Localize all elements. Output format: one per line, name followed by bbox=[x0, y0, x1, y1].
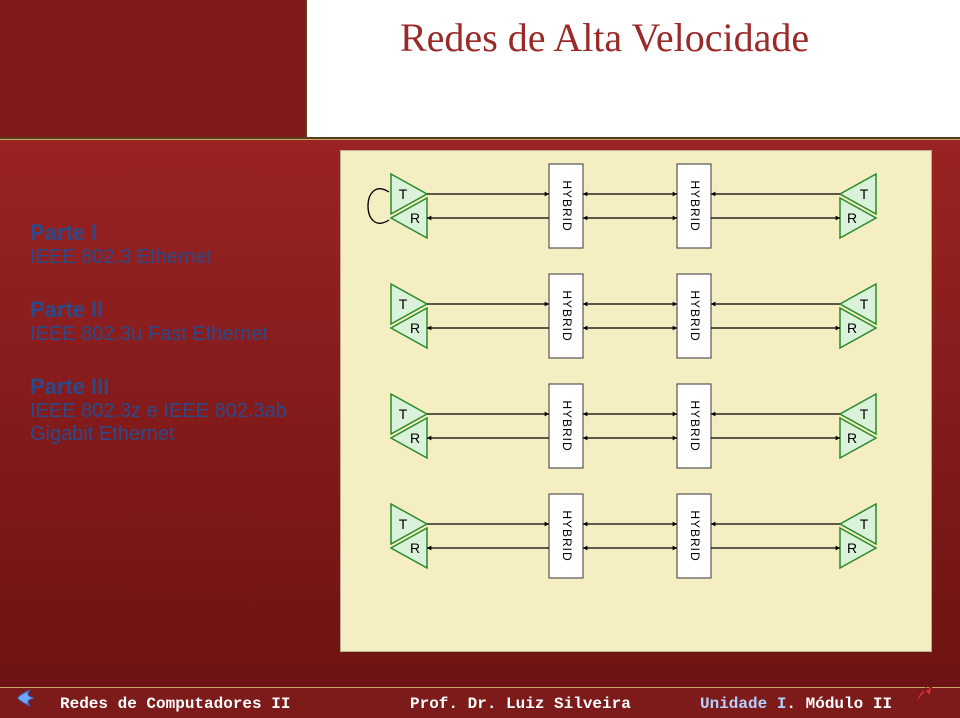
svg-text:HYBRID: HYBRID bbox=[688, 400, 702, 451]
svg-text:R: R bbox=[847, 320, 857, 336]
svg-text:HYBRID: HYBRID bbox=[688, 510, 702, 561]
part-heading: Parte III bbox=[30, 374, 310, 400]
svg-text:R: R bbox=[410, 320, 420, 336]
part-subtitle: IEEE 802.3z e IEEE 802.3ab Gigabit Ether… bbox=[30, 400, 310, 446]
part-subtitle: IEEE 802.3 Ethernet bbox=[30, 246, 310, 269]
part-subtitle: IEEE 802.3u Fast Ethernet bbox=[30, 323, 310, 346]
svg-text:R: R bbox=[847, 540, 857, 556]
svg-text:HYBRID: HYBRID bbox=[560, 290, 574, 341]
svg-text:T: T bbox=[860, 296, 869, 312]
parts-list: Parte I IEEE 802.3 Ethernet Parte II IEE… bbox=[30, 220, 310, 474]
svg-text:R: R bbox=[410, 210, 420, 226]
svg-text:T: T bbox=[860, 186, 869, 202]
hybrid-diagram: TRTRHYBRIDHYBRIDTRTRHYBRIDHYBRIDTRTRHYBR… bbox=[340, 150, 932, 652]
diagram-svg: TRTRHYBRIDHYBRIDTRTRHYBRIDHYBRIDTRTRHYBR… bbox=[341, 151, 931, 651]
svg-text:HYBRID: HYBRID bbox=[560, 510, 574, 561]
svg-text:R: R bbox=[410, 540, 420, 556]
slide: Redes de Alta Velocidade Parte I IEEE 80… bbox=[0, 0, 960, 718]
part-heading: Parte I bbox=[30, 220, 310, 246]
footer-right-module: . Módulo II bbox=[786, 695, 892, 713]
header-left-block bbox=[0, 0, 307, 139]
svg-text:T: T bbox=[860, 406, 869, 422]
part-heading: Parte II bbox=[30, 297, 310, 323]
footer-right-unit: Unidade I bbox=[700, 695, 786, 713]
footer-left: Redes de Computadores II bbox=[60, 695, 290, 713]
svg-text:T: T bbox=[399, 406, 408, 422]
back-arrow-icon bbox=[12, 686, 40, 715]
footer-right: Unidade I. Módulo II bbox=[700, 695, 892, 713]
svg-text:T: T bbox=[399, 516, 408, 532]
svg-text:R: R bbox=[847, 430, 857, 446]
forward-arrow-icon bbox=[910, 682, 938, 715]
svg-text:HYBRID: HYBRID bbox=[560, 400, 574, 451]
header-underline bbox=[0, 139, 960, 140]
svg-text:T: T bbox=[399, 296, 408, 312]
svg-text:R: R bbox=[410, 430, 420, 446]
footer-center: Prof. Dr. Luiz Silveira bbox=[410, 695, 631, 713]
svg-text:HYBRID: HYBRID bbox=[688, 290, 702, 341]
svg-text:T: T bbox=[860, 516, 869, 532]
svg-text:HYBRID: HYBRID bbox=[560, 180, 574, 231]
svg-text:T: T bbox=[399, 186, 408, 202]
footer-bar: Redes de Computadores II Prof. Dr. Luiz … bbox=[0, 687, 960, 718]
svg-text:HYBRID: HYBRID bbox=[688, 180, 702, 231]
page-title: Redes de Alta Velocidade bbox=[400, 14, 930, 61]
svg-text:R: R bbox=[847, 210, 857, 226]
